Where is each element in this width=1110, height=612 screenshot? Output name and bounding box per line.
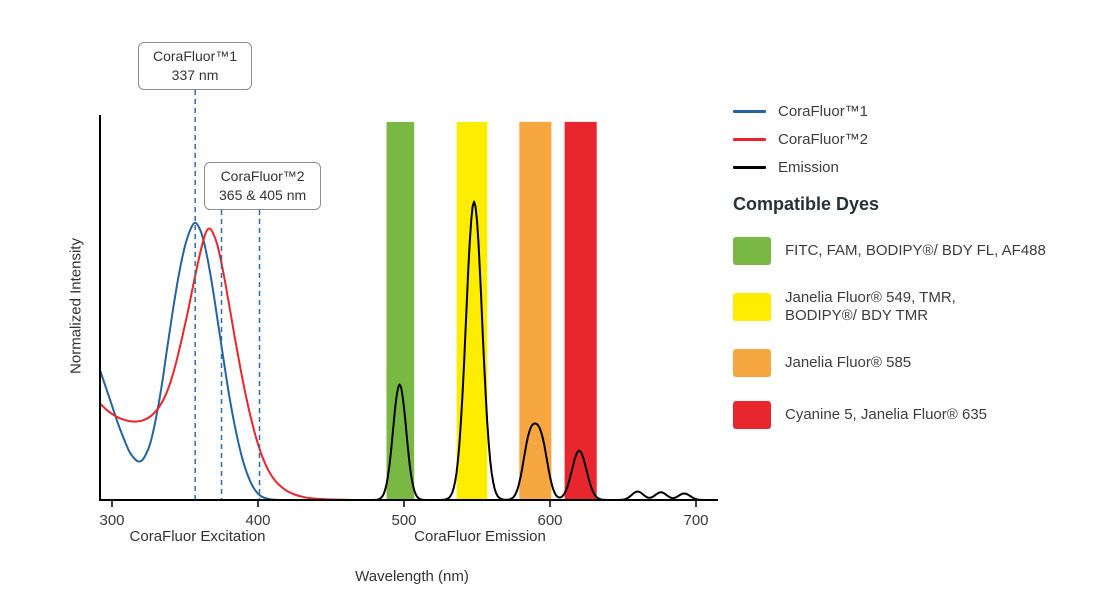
yellow-dye-label: Janelia Fluor® 549, TMR, BODIPY®/ BDY TM… (785, 289, 956, 324)
x-axis-label: Wavelength (nm) (355, 568, 469, 585)
x-tick-label: 400 (245, 512, 270, 529)
series-excitation-corafluor2 (99, 227, 354, 501)
legend-panel: CoraFluor™1 CoraFluor™2 Emission Compati… (733, 100, 1105, 429)
dye-row-orange: Janelia Fluor® 585 (733, 349, 1105, 377)
corafluor2-line-swatch (733, 137, 766, 141)
orange-dye-swatch (733, 349, 771, 377)
x-tick-label: 300 (99, 512, 124, 529)
red-dye-label: Cyanine 5, Janelia Fluor® 635 (785, 406, 988, 423)
legend-label-corafluor1: CoraFluor™1 (778, 102, 869, 120)
legend-label-corafluor2: CoraFluor™2 (778, 130, 869, 148)
dye-band (519, 121, 552, 500)
orange-dye-label: Janelia Fluor® 585 (785, 354, 912, 371)
dye-row-yellow: Janelia Fluor® 549, TMR, BODIPY®/ BDY TM… (733, 289, 1105, 325)
legend-item-corafluor2: CoraFluor™2 (733, 128, 1105, 150)
y-axis-label: Normalized Intensity (67, 238, 85, 374)
callout-corafluor1: CoraFluor™1 337 nm (138, 42, 253, 90)
compatible-dyes-heading: Compatible Dyes (733, 194, 880, 214)
corafluor1-line-swatch (733, 109, 766, 113)
x-tick-label: 500 (391, 512, 416, 529)
red-dye-swatch (733, 401, 771, 429)
excitation-caption: CoraFluor Excitation (129, 528, 266, 545)
yellow-dye-swatch (733, 293, 771, 321)
green-dye-swatch (733, 237, 771, 265)
x-tick-label: 600 (537, 512, 562, 529)
dye-row-green: FITC, FAM, BODIPY®/ BDY FL, AF488 (733, 237, 1105, 265)
callout-corafluor2: CoraFluor™2 365 & 405 nm (204, 162, 322, 210)
compatible-dyes-list: FITC, FAM, BODIPY®/ BDY FL, AF488 Janeli… (733, 237, 1105, 429)
emission-line-swatch (733, 165, 766, 169)
green-dye-label: FITC, FAM, BODIPY®/ BDY FL, AF488 (785, 242, 1046, 259)
series-excitation-corafluor1 (99, 221, 281, 501)
callout-corafluor1-title: CoraFluor™1 (153, 48, 238, 64)
callout-corafluor2-title: CoraFluor™2 (220, 168, 305, 184)
spectra-chart: 300 400 500 600 700 (99, 90, 718, 529)
dye-row-red: Cyanine 5, Janelia Fluor® 635 (733, 401, 1105, 429)
x-tick-label: 700 (683, 512, 708, 529)
emission-caption: CoraFluor Emission (414, 528, 546, 545)
dye-band (386, 121, 415, 500)
dye-band (564, 121, 597, 500)
callout-corafluor2-wavelength: 365 & 405 nm (219, 186, 307, 203)
legend-item-emission: Emission (733, 156, 1105, 178)
legend-label-emission: Emission (778, 158, 839, 176)
series-emission (356, 200, 715, 501)
legend-item-corafluor1: CoraFluor™1 (733, 100, 1105, 122)
callout-corafluor1-wavelength: 337 nm (171, 66, 219, 83)
